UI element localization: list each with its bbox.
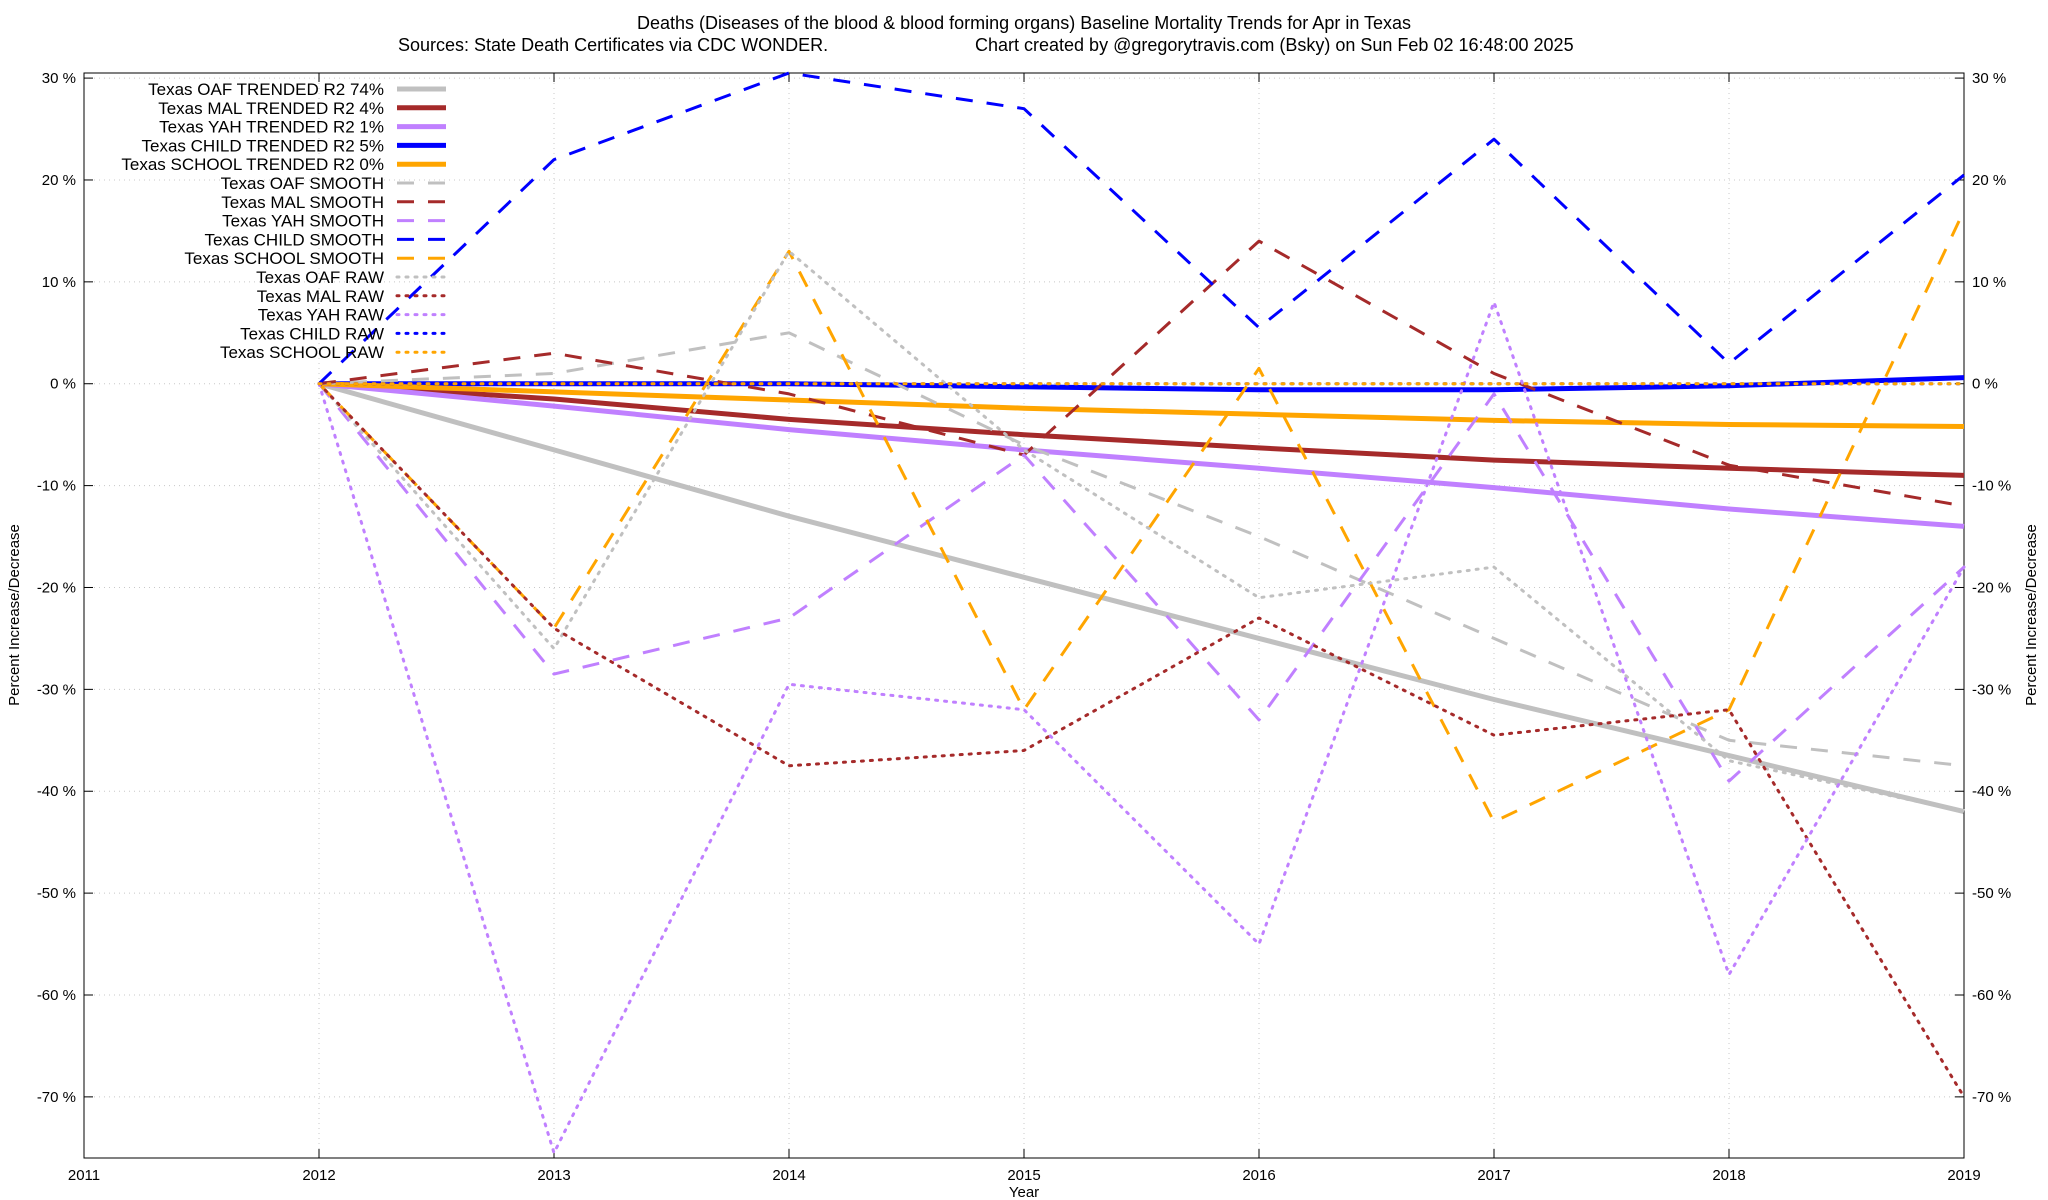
y-tick-label-left: -20 % bbox=[37, 579, 76, 596]
legend-label: Texas MAL RAW bbox=[257, 287, 384, 306]
y-tick-label-left: 10 % bbox=[42, 274, 76, 291]
x-tick-label: 2019 bbox=[1947, 1167, 1980, 1184]
y-tick-label-right: -20 % bbox=[1972, 579, 2011, 596]
series-line-4 bbox=[318, 381, 1965, 429]
series-line-10 bbox=[317, 249, 1966, 814]
y-tick-label-left: 20 % bbox=[42, 172, 76, 189]
legend-label: Texas YAH TRENDED R2 1% bbox=[159, 118, 384, 137]
x-tick-label: 2012 bbox=[302, 1167, 335, 1184]
series-line-1 bbox=[318, 381, 1965, 478]
y-tick-label-right: -30 % bbox=[1972, 681, 2011, 698]
x-tick-label: 2014 bbox=[772, 1167, 805, 1184]
series-line-6 bbox=[318, 239, 1965, 508]
legend-label: Texas OAF TRENDED R2 74% bbox=[148, 80, 384, 99]
series-line-11 bbox=[317, 382, 1966, 1099]
y-tick-label-right: -10 % bbox=[1972, 478, 2011, 495]
legend-label: Texas CHILD RAW bbox=[240, 324, 384, 343]
legend-label: Texas SCHOOL TRENDED R2 0% bbox=[121, 155, 384, 174]
y-tick-label-left: -70 % bbox=[37, 1089, 76, 1106]
y-axis-label-left: Percent Increase/Decrease bbox=[6, 524, 23, 706]
legend: Texas OAF TRENDED R2 74%Texas MAL TRENDE… bbox=[121, 80, 448, 362]
legend-label: Texas MAL SMOOTH bbox=[221, 193, 384, 212]
y-tick-label-right: -40 % bbox=[1972, 783, 2011, 800]
legend-label: Texas SCHOOL SMOOTH bbox=[184, 249, 384, 268]
series-line-0 bbox=[318, 381, 1965, 815]
y-tick-label-left: -40 % bbox=[37, 783, 76, 800]
x-tick-label: 2017 bbox=[1477, 1167, 1510, 1184]
y-tick-label-left: 0 % bbox=[50, 376, 76, 393]
y-tick-label-right: 30 % bbox=[1972, 70, 2006, 87]
series-lines bbox=[317, 71, 1966, 1155]
y-tick-label-right: 20 % bbox=[1972, 172, 2006, 189]
series-line-7 bbox=[317, 382, 1966, 783]
x-tick-label: 2011 bbox=[68, 1167, 100, 1184]
y-tick-label-right: -50 % bbox=[1972, 885, 2011, 902]
y-tick-label-left: -10 % bbox=[37, 478, 76, 495]
legend-label: Texas MAL TRENDED R2 4% bbox=[158, 99, 384, 118]
chart-title: Deaths (Diseases of the blood & blood fo… bbox=[637, 13, 1411, 33]
x-axis-label: Year bbox=[1009, 1184, 1039, 1200]
series-line-8 bbox=[317, 71, 1965, 385]
y-tick-label-left: 30 % bbox=[42, 70, 76, 87]
legend-label: Texas YAH RAW bbox=[258, 306, 384, 325]
y-axis-label-right: Percent Increase/Decrease bbox=[2023, 524, 2040, 706]
x-tick-label: 2015 bbox=[1007, 1167, 1040, 1184]
series-line-2 bbox=[318, 381, 1965, 529]
y-tick-label-left: -30 % bbox=[37, 681, 76, 698]
axes: 30 % 30 % 20 % 20 % 10 % 10 % 0 % 0 % -10 % -10 %… bbox=[37, 70, 2011, 1184]
series-line-12 bbox=[317, 300, 1966, 1155]
legend-label: Texas OAF SMOOTH bbox=[221, 174, 384, 193]
y-tick-label-right: 10 % bbox=[1972, 274, 2006, 291]
y-tick-label-left: -50 % bbox=[37, 885, 76, 902]
y-tick-label-left: -60 % bbox=[37, 987, 76, 1004]
series-line-9 bbox=[317, 209, 1966, 824]
chart-credit: Chart created by @gregorytravis.com (Bsk… bbox=[975, 35, 1574, 55]
x-tick-label: 2013 bbox=[537, 1167, 570, 1184]
legend-label: Texas CHILD TRENDED R2 5% bbox=[142, 136, 384, 155]
legend-label: Texas SCHOOL RAW bbox=[220, 343, 384, 362]
chart-sources: Sources: State Death Certificates via CD… bbox=[398, 35, 828, 55]
y-tick-label-right: -60 % bbox=[1972, 987, 2011, 1004]
legend-label: Texas YAH SMOOTH bbox=[222, 212, 384, 231]
legend-label: Texas OAF RAW bbox=[256, 268, 384, 287]
x-tick-label: 2018 bbox=[1712, 1167, 1745, 1184]
legend-label: Texas CHILD SMOOTH bbox=[205, 230, 384, 249]
x-tick-label: 2016 bbox=[1242, 1167, 1275, 1184]
y-tick-label-right: -70 % bbox=[1972, 1089, 2011, 1106]
series-line-3 bbox=[319, 375, 1965, 393]
y-tick-label-right: 0 % bbox=[1972, 376, 1998, 393]
